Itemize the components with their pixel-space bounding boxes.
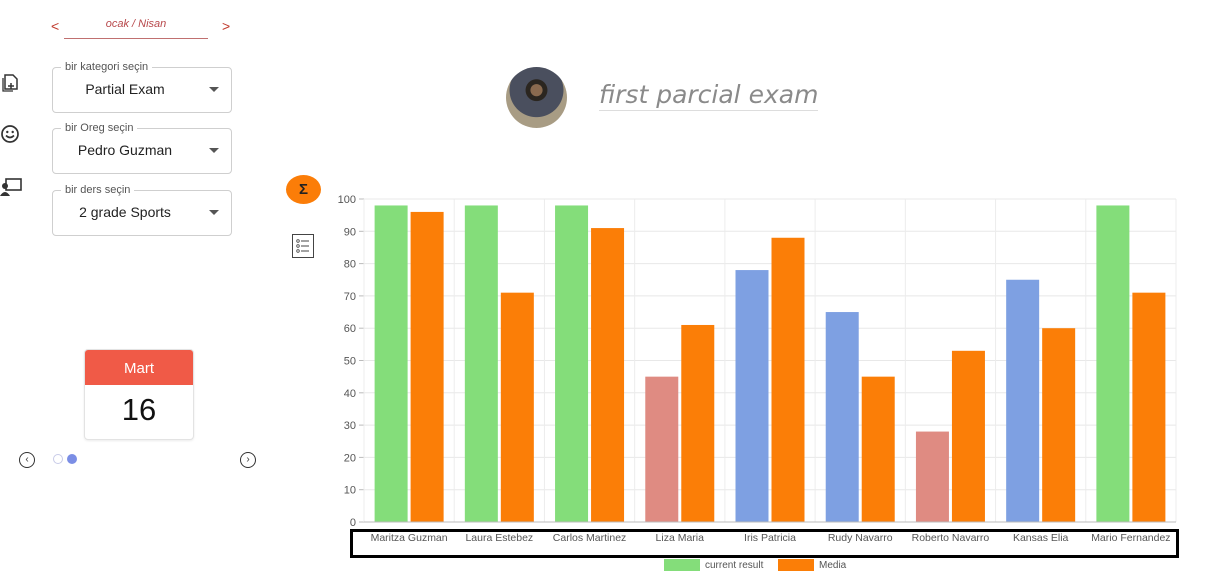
student-select-label: bir Oreg seçin [61,122,138,134]
teacher-board-icon[interactable] [0,176,22,198]
x-category-label: Roberto Navarro [912,532,990,544]
bar-current-result [1006,279,1040,522]
course-select-value: 2 grade Sports [79,204,171,220]
category-select-label: bir kategori seçin [61,61,153,73]
bar-media [500,292,534,522]
x-category-label: Rudy Navarro [828,532,893,544]
bar-media [1042,328,1076,522]
carousel-dot-inactive[interactable] [53,454,63,464]
exam-title: first parcial exam [599,80,819,111]
course-select[interactable]: bir ders seçin 2 grade Sports [52,184,232,236]
bar-media [681,324,715,522]
legend-swatch [664,559,700,571]
y-tick-label: 100 [338,194,356,206]
month-range-underline [64,38,208,39]
legend-label: Media [819,560,847,571]
student-select-value: Pedro Guzman [77,142,173,158]
bar-current-result [825,312,859,522]
bar-current-result [915,431,949,522]
y-tick-label: 60 [344,323,356,335]
date-card-day: 16 [121,392,157,427]
y-tick-label: 50 [344,356,356,368]
carousel-next-button[interactable]: › [240,452,256,468]
y-tick-label: 40 [344,388,356,400]
bar-current-result [735,270,769,522]
next-month-button[interactable]: > [222,18,231,34]
date-card[interactable]: Mart 16 [84,349,194,440]
x-category-label: Mario Fernandez [1091,532,1170,544]
student-avatar [506,67,567,128]
bar-current-result [464,205,498,522]
legend-label: current result [705,560,764,571]
x-category-label: Iris Patricia [744,532,796,544]
list-view-icon[interactable] [292,234,314,258]
bar-media [771,237,805,522]
y-tick-label: 90 [344,226,356,238]
x-category-label: Carlos Martinez [553,532,627,544]
x-category-label: Liza Maria [656,532,705,544]
sigma-summary-button[interactable]: Σ [286,175,321,204]
y-tick-label: 80 [344,259,356,271]
y-tick-label: 0 [350,517,356,529]
bar-media [951,350,985,522]
add-document-icon[interactable] [0,71,22,93]
x-category-label: Maritza Guzman [371,532,448,544]
prev-month-button[interactable]: < [51,18,60,34]
x-category-label: Laura Estebez [465,532,533,544]
y-tick-label: 20 [344,452,356,464]
course-select-label: bir ders seçin [61,184,135,196]
caret-down-icon [209,87,219,92]
y-tick-label: 10 [344,485,356,497]
legend-swatch [778,559,814,571]
category-select[interactable]: bir kategori seçin Partial Exam [52,61,232,113]
smiley-icon[interactable] [0,123,22,145]
y-tick-label: 30 [344,420,356,432]
bar-media [861,376,895,522]
caret-down-icon [209,148,219,153]
student-select[interactable]: bir Oreg seçin Pedro Guzman [52,122,232,174]
category-select-value: Partial Exam [85,81,165,97]
x-category-label: Kansas Elia [1013,532,1069,544]
bar-current-result [645,376,679,522]
x-axis-highlight-frame [350,529,1179,558]
date-card-month: Mart [85,350,193,385]
y-tick-label: 70 [344,291,356,303]
bar-current-result [555,205,589,522]
bar-current-result [1096,205,1130,522]
month-range-label: ocak / Nisan [105,18,167,30]
bar-media [1132,292,1166,522]
carousel-dot-active[interactable] [67,454,77,464]
bar-current-result [374,205,408,522]
caret-down-icon [209,210,219,215]
results-bar-chart: 0 10 20 30 40 50 60 70 80 90 100 Maritza Guzman Laur… [338,194,1177,571]
bar-media [591,228,625,522]
bar-media [410,211,444,523]
carousel-prev-button[interactable]: ‹ [19,452,35,468]
